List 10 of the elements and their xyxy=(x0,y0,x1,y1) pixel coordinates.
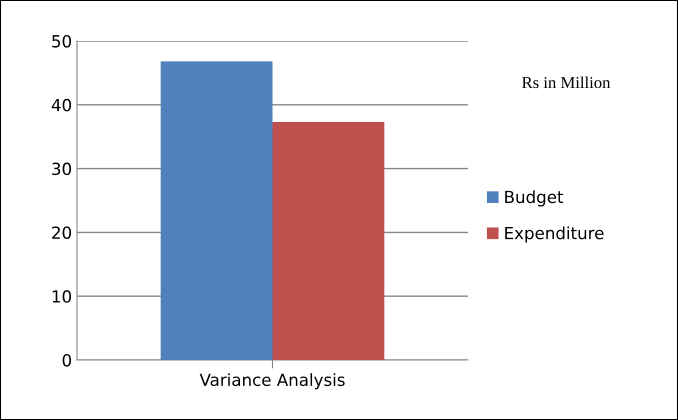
y-tick-label: 0 xyxy=(62,354,72,367)
y-tick-label: 10 xyxy=(52,290,72,303)
x-tick-label: Variance Analysis xyxy=(200,373,345,390)
y-tick-label: 30 xyxy=(52,162,72,176)
legend-label: Budget xyxy=(505,190,564,206)
y-tick-label: 20 xyxy=(52,226,72,239)
y-tick-label: 40 xyxy=(52,98,72,112)
legend-label: Expenditure xyxy=(505,226,604,243)
y-tick-label: 50 xyxy=(52,34,72,48)
text: Rs in Million xyxy=(522,76,610,88)
